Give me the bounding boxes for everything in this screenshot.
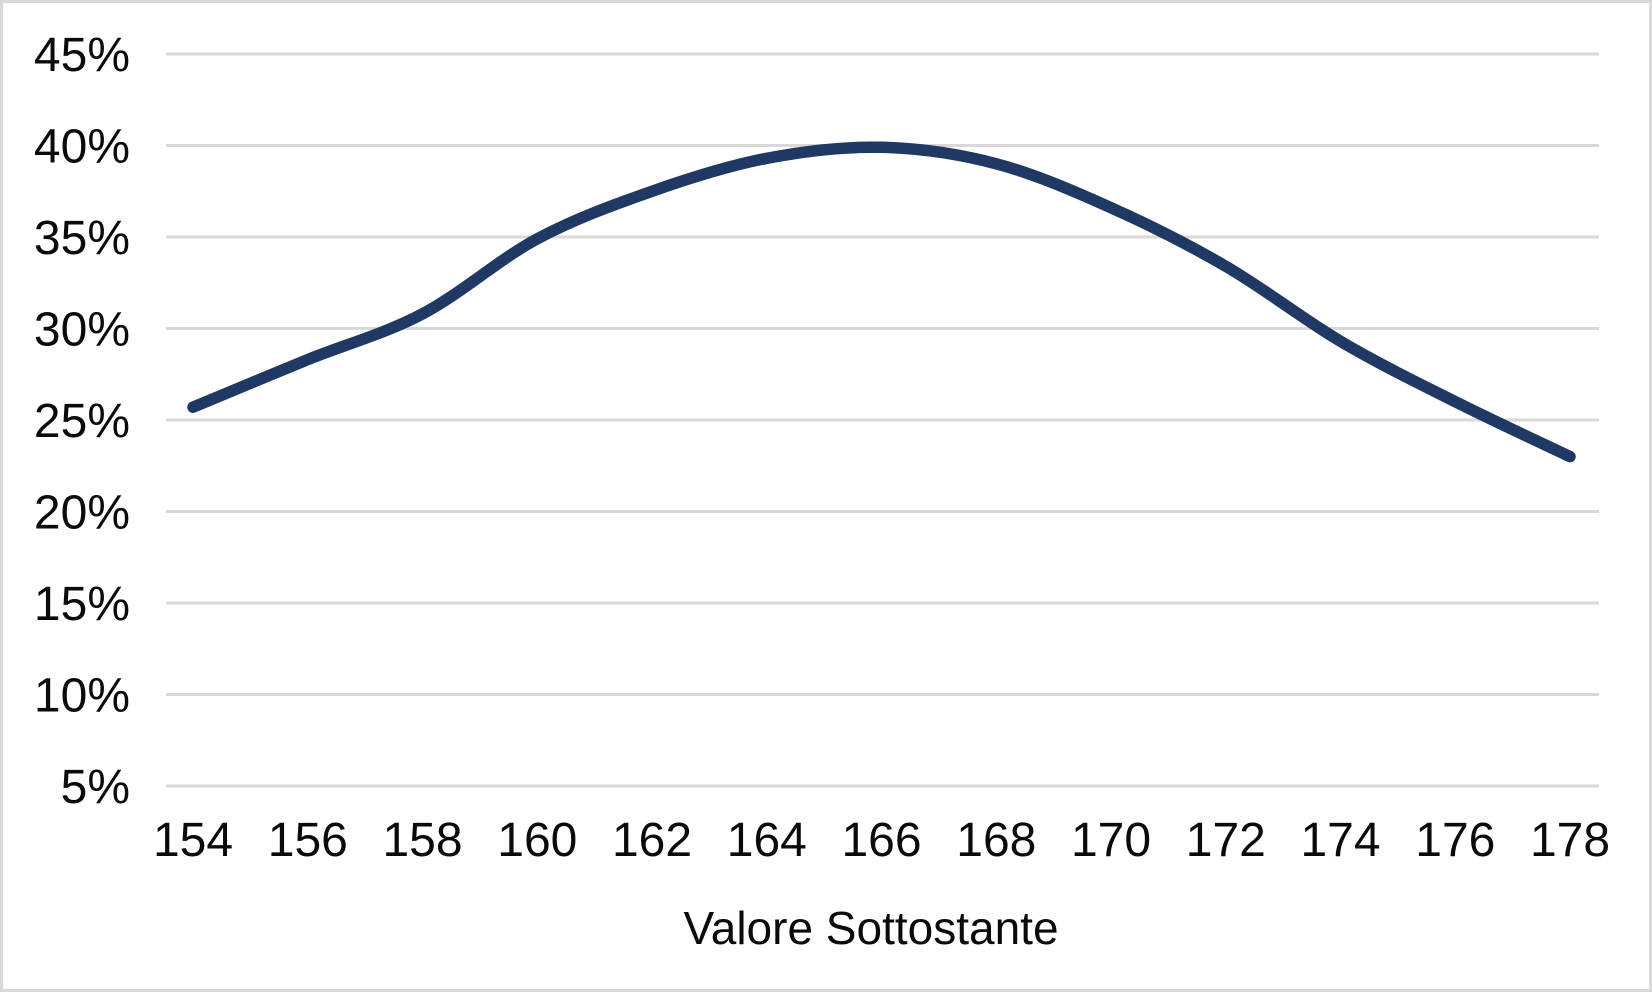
x-tick-label: 172 [1186, 814, 1266, 867]
y-tick-label: 35% [34, 212, 130, 265]
x-axis-tick-labels: 154 156 158 160 162 164 166 168 170 172 174 176 178 [153, 814, 1610, 867]
data-line [187, 141, 1576, 463]
x-tick-label: 168 [956, 814, 1036, 867]
x-tick-label: 154 [153, 814, 233, 867]
y-tick-label: 10% [34, 670, 130, 723]
x-axis-title: Valore Sottostante [683, 902, 1058, 954]
gridlines [166, 52, 1599, 788]
y-tick-label: 20% [34, 487, 130, 540]
x-tick-label: 178 [1530, 814, 1610, 867]
y-tick-label: 40% [34, 121, 130, 174]
x-tick-label: 176 [1415, 814, 1495, 867]
line-series [187, 141, 1576, 463]
x-tick-label: 174 [1300, 814, 1380, 867]
x-tick-label: 164 [727, 814, 807, 867]
x-tick-label: 158 [382, 814, 462, 867]
y-tick-label: 45% [34, 29, 130, 82]
x-tick-label: 170 [1071, 814, 1151, 867]
x-tick-label: 156 [268, 814, 348, 867]
y-tick-label: 15% [34, 578, 130, 631]
y-tick-label: 25% [34, 395, 130, 448]
x-tick-label: 160 [497, 814, 577, 867]
x-tick-label: 162 [612, 814, 692, 867]
y-tick-label: 5% [61, 761, 130, 814]
chart-canvas: 45%40%35%30%25%20%15%10%5% 154 156 158 160 1… [34, 29, 1610, 954]
y-tick-label: 30% [34, 304, 130, 357]
x-tick-label: 166 [841, 814, 921, 867]
y-axis-tick-labels: 45% 40% 35% 30% 25% 20% 15% 10% 5% [34, 29, 130, 814]
